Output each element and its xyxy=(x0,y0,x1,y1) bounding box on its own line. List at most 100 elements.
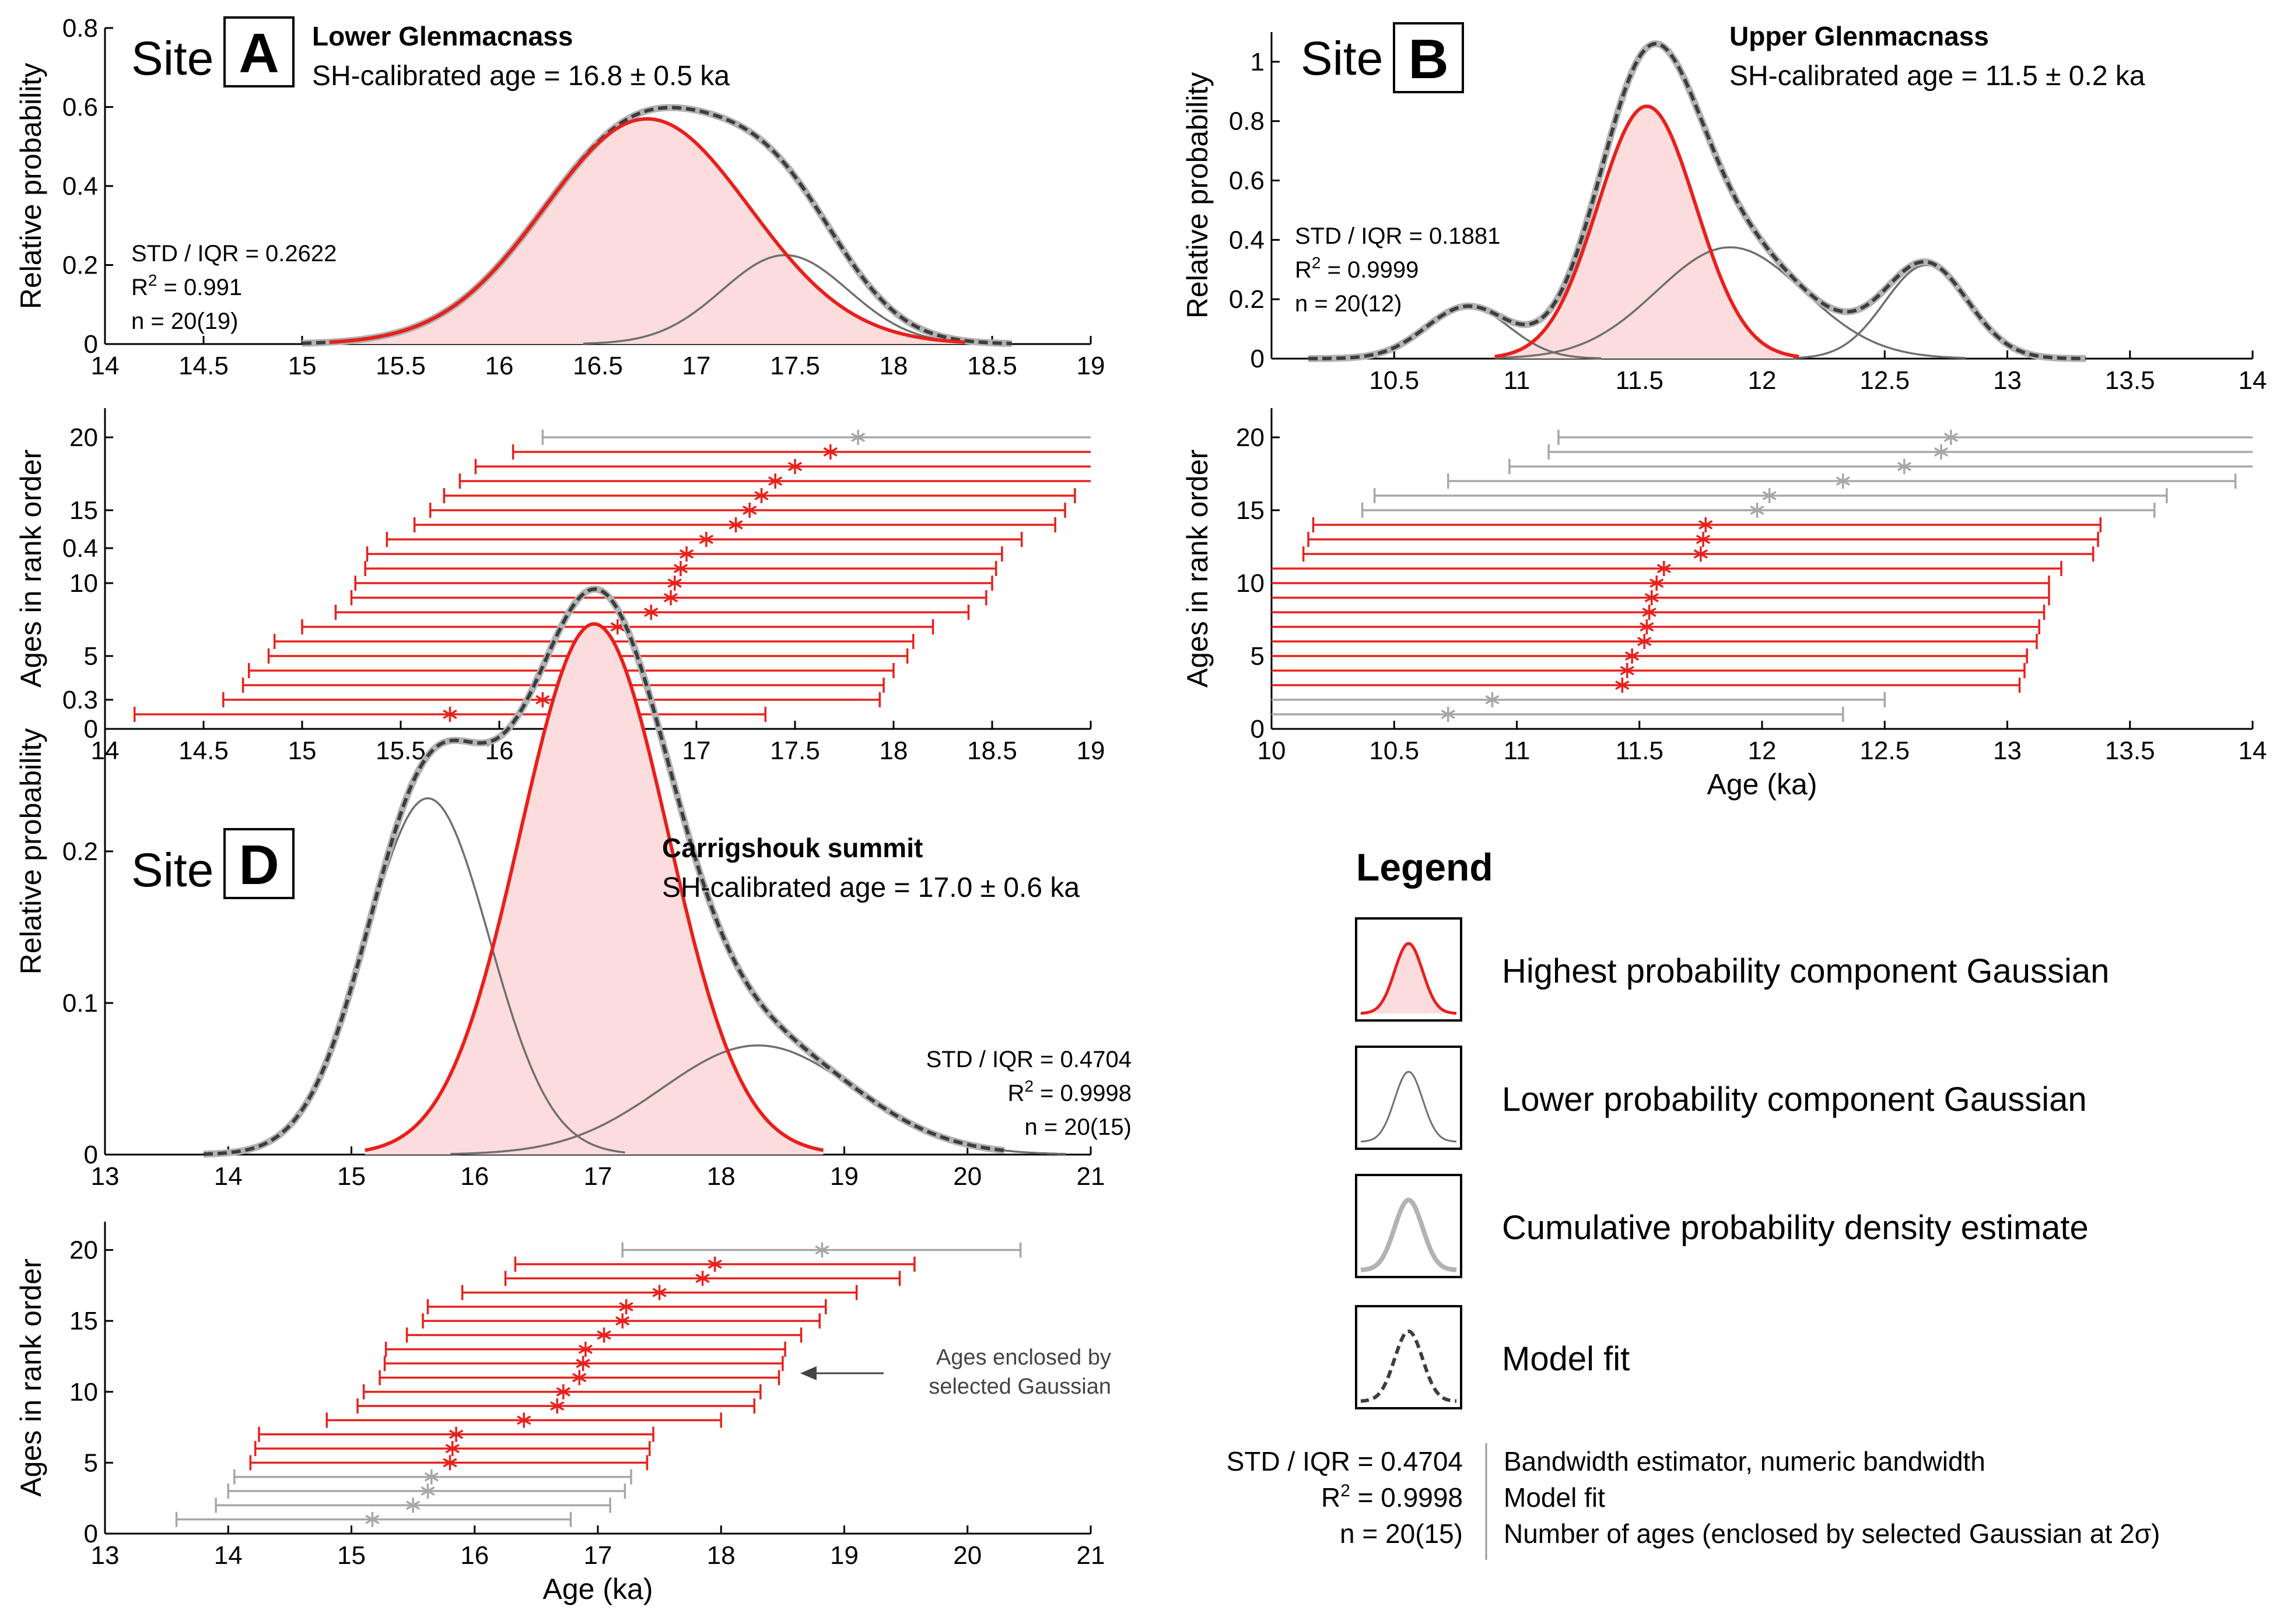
x-tick-label: 14 xyxy=(2239,736,2267,765)
x-tick-label: 19 xyxy=(830,1541,859,1570)
age-marker xyxy=(1649,576,1664,591)
x-tick-label: 17.5 xyxy=(770,736,820,765)
marker-stroke xyxy=(1642,607,1656,618)
age-marker xyxy=(708,1256,722,1272)
x-tick-label: 19 xyxy=(1077,352,1105,380)
x-tick-label: 15 xyxy=(337,1162,366,1191)
age-marker xyxy=(729,517,743,532)
age-marker xyxy=(449,1426,464,1442)
y-axis-label: Ages in rank order xyxy=(1181,450,1214,688)
x-tick-label: 15 xyxy=(288,352,317,380)
x-tick-label: 19 xyxy=(1077,736,1105,765)
highest-gaussian-fill xyxy=(329,118,965,345)
x-tick-label: 14.5 xyxy=(178,352,229,380)
site-label: Site xyxy=(131,32,213,85)
x-tick-label: 10.5 xyxy=(1369,736,1419,765)
marker-stroke xyxy=(578,1344,593,1354)
age-marker xyxy=(1698,517,1713,532)
y-tick-label: 0.4 xyxy=(62,534,98,563)
site-name: Lower Glenmacnass xyxy=(312,21,573,51)
age-marker xyxy=(679,546,694,562)
y-tick-label: 0.8 xyxy=(62,14,98,43)
x-tick-label: 16 xyxy=(460,1541,489,1570)
legend-fill xyxy=(1361,943,1456,1013)
y-tick-label: 20 xyxy=(1236,423,1265,452)
marker-stroke xyxy=(1943,432,1958,443)
x-tick-label: 12.5 xyxy=(1859,366,1910,395)
age-marker xyxy=(443,707,457,722)
pdf-plot-B: 10.5 11 11.5 12 12.5 13 13.5 14 0 0.2 0.4 0.6 0.8 1 Re… xyxy=(1181,32,2267,395)
legend-item-label: Cumulative probability density estimate xyxy=(1502,1209,2089,1247)
marker-stroke xyxy=(851,432,866,443)
marker-stroke xyxy=(1441,709,1455,720)
y-tick-label: 0 xyxy=(84,715,98,743)
y-tick-label: 15 xyxy=(69,496,98,525)
panel-header-D: Site D Carrigshouk summit SH-calibrated age… xyxy=(131,828,1132,1140)
x-tick-label: 16.5 xyxy=(573,352,623,380)
x-tick-label: 14 xyxy=(91,352,120,380)
age-marker xyxy=(673,561,688,576)
x-tick-label: 11.5 xyxy=(1616,366,1663,395)
legend: Legend Highest probability component Gaus… xyxy=(1227,846,2160,1560)
age-marker xyxy=(405,1497,421,1513)
age-marker xyxy=(1637,634,1652,649)
legend-model-curve xyxy=(1360,1329,1457,1403)
highest-gaussian-curve xyxy=(329,117,965,344)
highest-gaussian-curve xyxy=(1494,104,1799,359)
marker-stroke xyxy=(443,709,457,720)
marker-stroke xyxy=(445,1444,460,1454)
highest-gaussian-curve xyxy=(365,622,824,1152)
y-tick-label: 10 xyxy=(1236,569,1265,598)
y-tick-label: 0 xyxy=(84,1520,98,1548)
x-tick-label: 11 xyxy=(1504,736,1530,765)
marker-stroke xyxy=(768,476,783,486)
x-tick-label: 20 xyxy=(953,1162,982,1191)
age-marker xyxy=(445,1441,460,1457)
marker-stroke xyxy=(365,1514,380,1524)
x-tick-label: 10.5 xyxy=(1369,366,1419,395)
x-tick-label: 16 xyxy=(485,352,514,380)
age-marker xyxy=(695,1271,710,1286)
x-tick-label: 13.5 xyxy=(2105,736,2155,765)
age-marker xyxy=(1656,561,1671,576)
marker-stroke xyxy=(1693,549,1708,559)
y-tick-label: 0.2 xyxy=(1229,285,1265,314)
marker-stroke xyxy=(449,1429,464,1439)
age-marker xyxy=(1897,459,1912,474)
y-axis-label: Ages in rank order xyxy=(15,1258,47,1497)
legend-swatch-box xyxy=(1355,1046,1462,1150)
x-tick-label: 18 xyxy=(880,736,908,765)
y-tick-label: 10 xyxy=(69,1378,98,1406)
legend-swatch-box xyxy=(1355,1305,1462,1409)
age-marker xyxy=(787,459,803,474)
age-marker xyxy=(1640,619,1654,634)
y-axis-label: Relative probability xyxy=(15,63,47,309)
y-tick-label: 0.4 xyxy=(62,172,98,201)
age-marker xyxy=(615,1313,630,1329)
y-tick-label: 0.1 xyxy=(62,989,98,1018)
age-marker xyxy=(1836,473,1850,489)
x-tick-label: 18 xyxy=(707,1162,736,1191)
marker-stroke xyxy=(667,578,682,588)
site-name: Carrigshouk summit xyxy=(662,833,923,863)
legend-lower-curve xyxy=(1360,1071,1457,1143)
age-marker xyxy=(1762,488,1777,503)
marker-stroke xyxy=(405,1500,421,1510)
age-marker xyxy=(365,1511,380,1527)
age-marker xyxy=(517,1412,531,1428)
marker-stroke xyxy=(787,461,803,472)
marker-stroke xyxy=(597,1330,611,1340)
x-tick-label: 12.5 xyxy=(1859,736,1910,765)
site-stat: R2 = 0.9999 xyxy=(1295,254,1419,283)
marker-stroke xyxy=(1836,476,1850,486)
x-tick-label: 12 xyxy=(1748,366,1777,395)
x-tick-label: 14 xyxy=(214,1541,243,1570)
marker-stroke xyxy=(1750,505,1764,515)
x-tick-label: 21 xyxy=(1077,1162,1105,1191)
legend-note-key: STD / IQR = 0.4704 xyxy=(1227,1446,1463,1476)
x-tick-label: 11.5 xyxy=(1616,736,1663,765)
x-tick-label: 21 xyxy=(1077,1541,1105,1570)
y-tick-label: 0.6 xyxy=(62,93,98,122)
y-axis-label: Relative probability xyxy=(15,728,47,974)
x-tick-label: 17 xyxy=(682,352,711,380)
